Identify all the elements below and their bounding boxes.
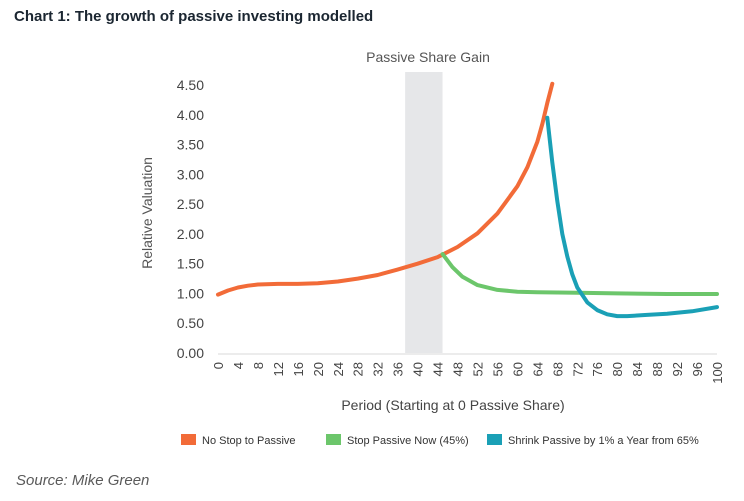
y-tick-labels: 0.00 0.50 1.00 1.50 2.00 2.50 3.00 3.50 4.00 4.50 (177, 77, 204, 361)
shaded-region-label: Passive Share Gain (366, 49, 490, 65)
x-tick-label: 28 (351, 362, 366, 376)
x-tick-label: 12 (271, 362, 286, 376)
legend-label: Shrink Passive by 1% a Year from 65% (508, 435, 699, 447)
legend-swatch (181, 434, 196, 445)
x-tick-label: 92 (670, 362, 685, 376)
y-tick-label: 0.00 (177, 345, 204, 361)
legend-stop-now: Stop Passive Now (45%) (326, 434, 469, 447)
y-tick-label: 3.00 (177, 166, 204, 182)
x-tick-label: 48 (451, 362, 466, 376)
legend-label: Stop Passive Now (45%) (347, 435, 469, 447)
y-axis-label: Relative Valuation (139, 157, 155, 269)
legend-swatch (487, 434, 502, 445)
x-tick-label: 8 (251, 362, 266, 369)
stop-passive-now-line (440, 252, 719, 296)
x-tick-label: 36 (391, 362, 406, 376)
x-tick-label: 24 (331, 362, 346, 376)
no-stop-to-passive-line (216, 81, 555, 297)
x-tick-label: 88 (650, 362, 665, 376)
legend-label: No Stop to Passive (202, 435, 296, 447)
x-tick-label: 52 (470, 362, 485, 376)
x-tick-label: 84 (630, 362, 645, 376)
x-tick-label: 80 (610, 362, 625, 376)
y-tick-label: 2.00 (177, 226, 204, 242)
y-tick-label: 4.00 (177, 107, 204, 123)
y-tick-label: 1.50 (177, 256, 204, 272)
source-note: Source: Mike Green (16, 472, 150, 489)
series-layer (216, 81, 719, 319)
y-tick-label: 4.50 (177, 77, 204, 93)
legend-no-stop: No Stop to Passive (181, 434, 296, 447)
x-tick-label: 64 (530, 362, 545, 376)
y-tick-label: 2.50 (177, 196, 204, 212)
x-tick-label: 96 (690, 362, 705, 376)
shaded-region (405, 72, 443, 353)
x-tick-label: 40 (411, 362, 426, 376)
shrink-passive-line (545, 115, 719, 319)
y-tick-label: 3.50 (177, 137, 204, 153)
y-tick-label: 1.00 (177, 285, 204, 301)
x-tick-label: 56 (490, 362, 505, 376)
shaded-region-layer (405, 72, 443, 353)
x-tick-label: 4 (231, 362, 246, 369)
x-tick-label: 0 (211, 362, 226, 369)
x-tick-label: 68 (550, 362, 565, 376)
x-tick-label: 44 (431, 362, 446, 376)
x-tick-label: 16 (291, 362, 306, 376)
x-tick-label: 100 (710, 362, 725, 384)
x-tick-labels: 0 4 8 12 16 20 24 28 32 36 40 44 48 52 56 60 64 68 72 76 80 8… (211, 362, 725, 384)
legend-shrink: Shrink Passive by 1% a Year from 65% (487, 434, 699, 447)
x-tick-label: 72 (570, 362, 585, 376)
x-axis-label: Period (Starting at 0 Passive Share) (341, 397, 564, 413)
y-tick-label: 0.50 (177, 315, 204, 331)
legend-swatch (326, 434, 341, 445)
x-tick-label: 60 (510, 362, 525, 376)
x-tick-label: 20 (311, 362, 326, 376)
chart-title: Chart 1: The growth of passive investing… (14, 8, 374, 25)
x-tick-label: 32 (371, 362, 386, 376)
x-tick-label: 76 (590, 362, 605, 376)
legend: No Stop to Passive Stop Passive Now (45%)… (181, 434, 699, 447)
